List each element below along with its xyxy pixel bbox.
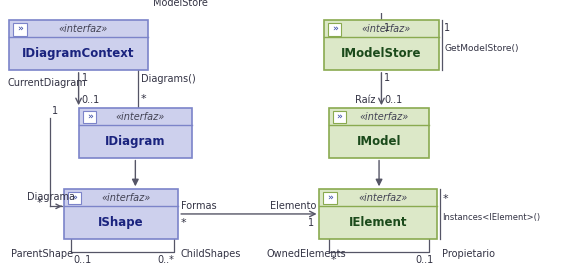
Text: *: * xyxy=(37,199,43,208)
Text: Diagrams(): Diagrams() xyxy=(141,75,196,84)
Text: »: » xyxy=(17,25,23,34)
Text: Elemento: Elemento xyxy=(270,201,316,211)
Text: «interfaz»: «interfaz» xyxy=(59,24,108,34)
Text: «interfaz»: «interfaz» xyxy=(101,193,150,203)
Text: 0..1: 0..1 xyxy=(73,255,92,265)
Text: «interfaz»: «interfaz» xyxy=(361,24,411,34)
Text: IShape: IShape xyxy=(98,216,144,229)
FancyBboxPatch shape xyxy=(333,111,346,123)
Text: GetModelStore(): GetModelStore() xyxy=(444,45,519,53)
FancyBboxPatch shape xyxy=(323,192,337,204)
Text: OwnedElements: OwnedElements xyxy=(267,249,347,259)
Text: Instances<IElement>(): Instances<IElement>() xyxy=(443,213,540,222)
Text: »: » xyxy=(332,25,338,34)
Text: »: » xyxy=(337,113,342,122)
Text: IElement: IElement xyxy=(349,216,408,229)
Text: «interfaz»: «interfaz» xyxy=(358,193,408,203)
Text: ChildShapes: ChildShapes xyxy=(180,249,240,259)
Text: Raíz: Raíz xyxy=(355,95,375,105)
Text: 1: 1 xyxy=(52,106,59,116)
Text: Diagrama: Diagrama xyxy=(26,192,75,202)
Text: ParentShape: ParentShape xyxy=(11,249,74,259)
Text: »: » xyxy=(327,194,333,203)
FancyBboxPatch shape xyxy=(14,23,26,35)
Text: IModel: IModel xyxy=(357,135,401,148)
Text: IDiagram: IDiagram xyxy=(105,135,166,148)
Text: Formas: Formas xyxy=(181,201,217,211)
Text: 0..1: 0..1 xyxy=(416,255,434,265)
Text: 0..1: 0..1 xyxy=(385,95,403,105)
Text: *: * xyxy=(331,255,337,265)
Text: »: » xyxy=(87,113,92,122)
Text: 0..1: 0..1 xyxy=(82,95,100,105)
Text: «interfaz»: «interfaz» xyxy=(115,112,165,122)
Text: 1: 1 xyxy=(82,73,88,82)
Text: *: * xyxy=(443,194,448,204)
Text: Propietario: Propietario xyxy=(441,249,494,259)
Text: 1: 1 xyxy=(385,23,390,33)
Text: ModelStore: ModelStore xyxy=(153,0,207,8)
Text: *: * xyxy=(181,218,187,227)
FancyBboxPatch shape xyxy=(68,192,81,204)
Text: 1: 1 xyxy=(308,218,314,227)
Text: *: * xyxy=(141,94,147,104)
Text: CurrentDiagram: CurrentDiagram xyxy=(7,78,86,88)
FancyBboxPatch shape xyxy=(329,108,429,158)
FancyBboxPatch shape xyxy=(319,189,437,239)
Text: IModelStore: IModelStore xyxy=(341,47,422,60)
FancyBboxPatch shape xyxy=(328,23,341,35)
FancyBboxPatch shape xyxy=(83,111,96,123)
FancyBboxPatch shape xyxy=(324,20,439,70)
Text: «interfaz»: «interfaz» xyxy=(359,112,408,122)
Text: »: » xyxy=(72,194,77,203)
FancyBboxPatch shape xyxy=(64,189,178,239)
Text: 1: 1 xyxy=(444,23,450,33)
Text: IDiagramContext: IDiagramContext xyxy=(23,47,135,60)
Text: 1: 1 xyxy=(385,73,390,82)
FancyBboxPatch shape xyxy=(79,108,191,158)
Text: 0..*: 0..* xyxy=(157,255,174,265)
FancyBboxPatch shape xyxy=(10,20,148,70)
